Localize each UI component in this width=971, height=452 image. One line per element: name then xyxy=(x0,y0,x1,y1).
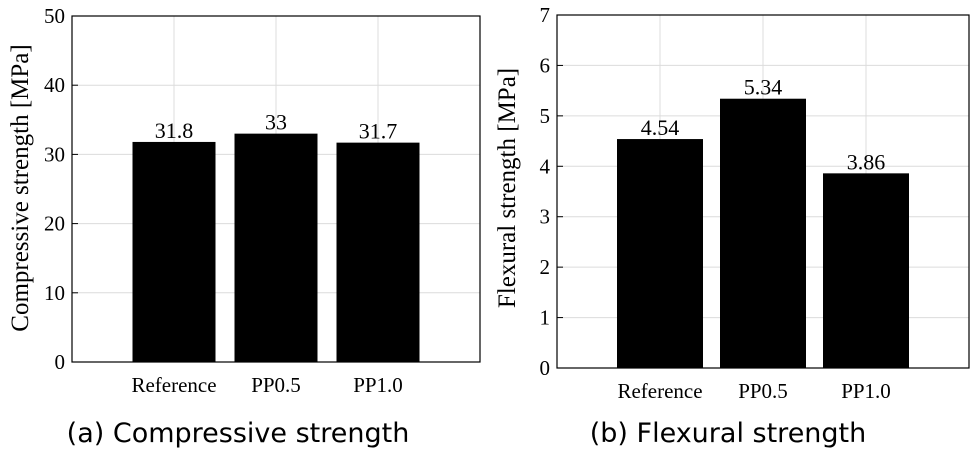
value-label: 33 xyxy=(265,110,287,135)
x-tick-label: PP0.5 xyxy=(738,379,788,403)
axes-box xyxy=(556,14,970,369)
y-tick-label: 3 xyxy=(540,205,551,229)
bars xyxy=(617,98,909,368)
value-label: 5.34 xyxy=(744,75,783,100)
value-labels: 4.54 5.34 3.86 xyxy=(641,75,886,175)
x-tick-label: PP1.0 xyxy=(841,379,891,403)
y-tick-label: 40 xyxy=(44,73,65,97)
value-labels: 31.8 33 31.7 xyxy=(155,110,398,144)
y-axis-label: Compressive strength [MPa] xyxy=(7,44,34,331)
bar-reference xyxy=(132,141,216,362)
y-tick-label: 5 xyxy=(540,104,551,128)
y-tick-label: 10 xyxy=(44,281,65,305)
y-tick-label: 1 xyxy=(540,306,551,330)
x-tick-labels: Reference PP0.5 PP1.0 xyxy=(131,373,402,397)
bar-pp0-5 xyxy=(720,98,806,368)
value-label: 31.7 xyxy=(359,119,398,144)
y-tick-label: 0 xyxy=(540,356,551,380)
y-tick-label: 7 xyxy=(540,3,551,27)
y-tick-label: 6 xyxy=(540,53,551,77)
y-tick-label: 50 xyxy=(44,4,65,28)
x-tick-label: Reference xyxy=(131,373,216,397)
value-label: 4.54 xyxy=(641,115,680,140)
x-tick-labels: Reference PP0.5 PP1.0 xyxy=(617,379,890,403)
flexural-strength-chart: 0 1 2 3 4 5 6 7 Reference PP0.5 PP1.0 4.54 5.34 3.8… xyxy=(494,3,970,449)
y-tick-label: 30 xyxy=(44,142,65,166)
y-tick-labels: 0 10 20 30 40 50 xyxy=(44,4,65,374)
x-tick-label: Reference xyxy=(617,379,702,403)
bar-pp0-5 xyxy=(234,133,318,362)
axes-box xyxy=(71,15,481,363)
y-tick-label: 20 xyxy=(44,212,65,236)
x-tick-label: PP1.0 xyxy=(353,373,403,397)
x-tick-label: PP0.5 xyxy=(251,373,301,397)
bars xyxy=(132,133,420,362)
axes-frame xyxy=(71,15,481,363)
value-label: 3.86 xyxy=(847,149,886,174)
axes-frame xyxy=(556,14,970,369)
bar-reference xyxy=(617,139,703,368)
value-label: 31.8 xyxy=(155,118,194,143)
bar-pp1-0 xyxy=(336,142,420,362)
chart-caption: (a) Compressive strength xyxy=(67,418,410,449)
chart-caption: (b) Flexural strength xyxy=(590,418,867,449)
y-tick-label: 0 xyxy=(55,350,66,374)
y-axis-label: Flexural strength [MPa] xyxy=(494,68,521,308)
y-tick-labels: 0 1 2 3 4 5 6 7 xyxy=(540,3,551,380)
y-tick-label: 2 xyxy=(540,255,551,279)
y-tick-label: 4 xyxy=(540,154,551,178)
bar-pp1-0 xyxy=(823,173,909,368)
